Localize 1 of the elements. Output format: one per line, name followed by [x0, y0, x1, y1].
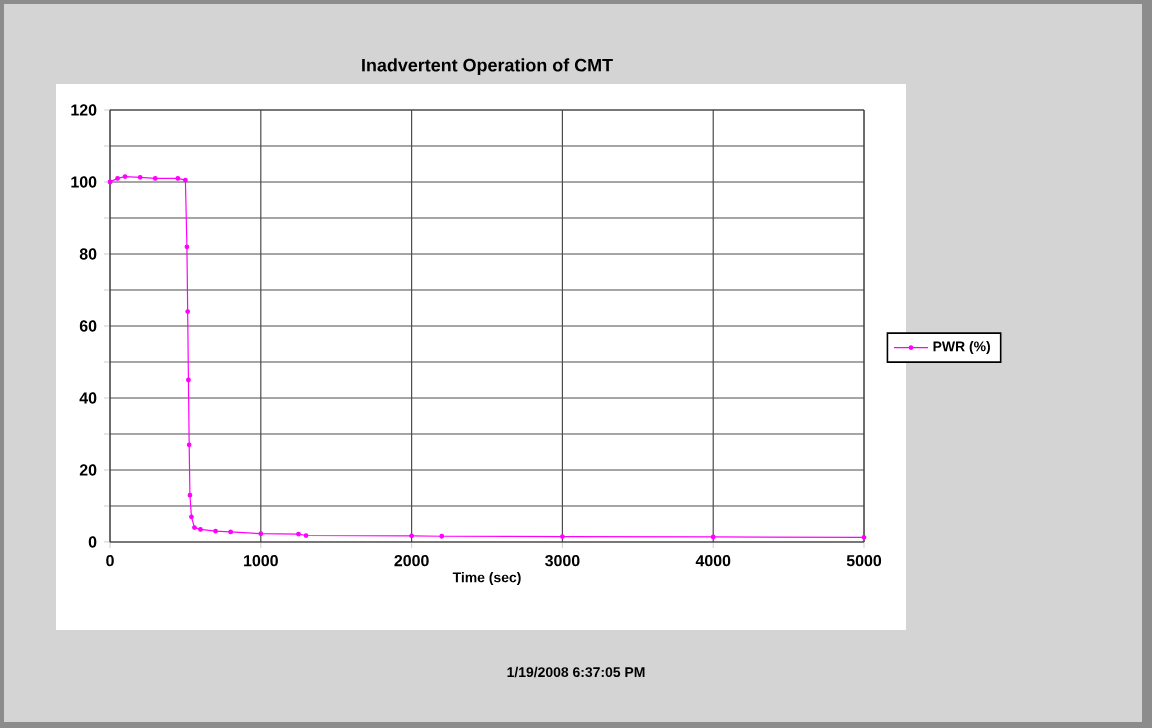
chart-title: Inadvertent Operation of CMT — [362, 58, 613, 76]
